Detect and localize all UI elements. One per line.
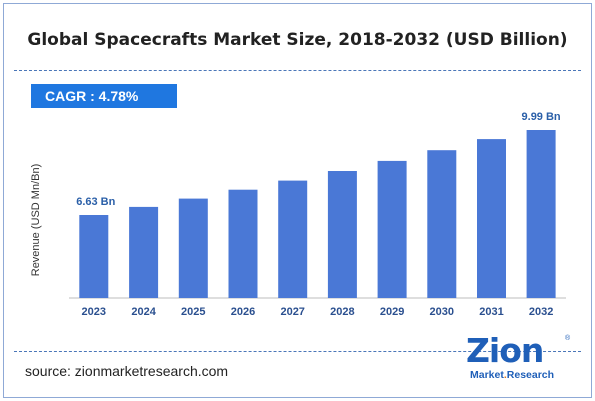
source-text: source: zionmarketresearch.com (25, 363, 229, 379)
x-tick-label: 2032 (529, 306, 553, 318)
logo-sub-dot: . (503, 369, 507, 381)
logo-wordmark: Zion (466, 331, 544, 370)
x-tick-label: 2025 (181, 306, 205, 318)
logo-registered-mark: ® (565, 335, 571, 342)
x-tick-label: 2028 (330, 306, 354, 318)
x-tick-label: 2029 (380, 306, 404, 318)
logo-subtitle: Market.Research (470, 369, 554, 381)
bottom-divider (14, 351, 581, 352)
y-axis-label: Revenue (USD Mn/Bn) (30, 163, 42, 277)
x-tick-label: 2023 (82, 306, 106, 318)
bar-2028 (327, 171, 357, 298)
chart-title: Global Spacecrafts Market Size, 2018-203… (27, 30, 568, 50)
cagr-badge: CAGR : 4.78% (31, 84, 177, 108)
logo-sub-right: Research (506, 369, 555, 381)
bar-2029 (377, 160, 407, 298)
bar-2025 (178, 198, 208, 298)
bar-2027 (278, 180, 308, 298)
bar-2023 (79, 215, 109, 298)
x-tick-label: 2031 (479, 306, 503, 318)
x-tick-label: 2024 (131, 306, 156, 318)
x-tick-label: 2030 (430, 306, 454, 318)
data-label: 9.99 Bn (522, 111, 561, 123)
data-label: 6.63 Bn (76, 196, 115, 208)
bar-2031 (477, 139, 506, 298)
top-divider (14, 70, 581, 71)
x-tick-label: 2026 (231, 306, 255, 318)
bar-2024 (129, 206, 159, 298)
bar-2030 (427, 150, 457, 298)
bar-2026 (228, 189, 258, 298)
logo-sub-left: Market (470, 369, 504, 381)
zion-logo: Zion ® Market.Research (466, 333, 576, 387)
bars-group: 2023 6.63 Bn 2024 2025 2026 2027 2028 2029 2030 2… (76, 111, 561, 318)
bar-2032 (526, 130, 556, 298)
x-tick-label: 2027 (280, 306, 304, 318)
